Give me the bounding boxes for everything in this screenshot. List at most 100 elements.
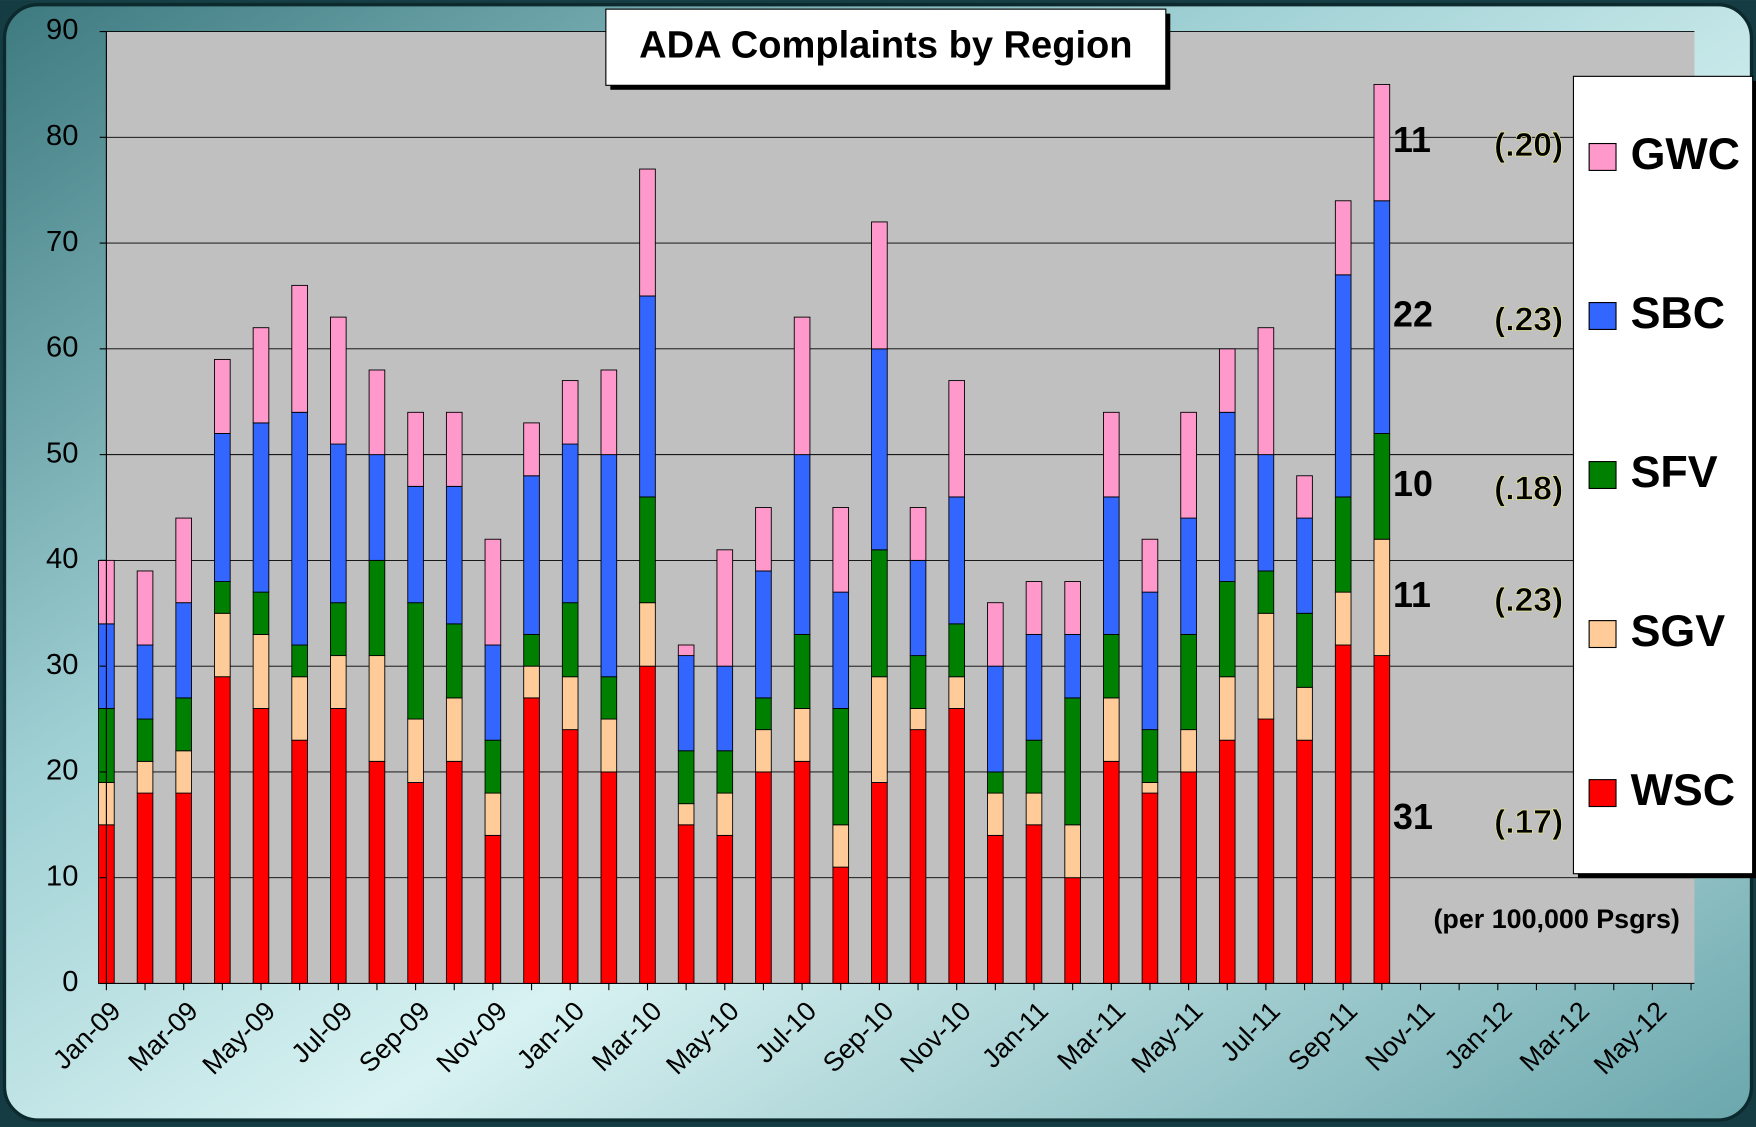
bar-segment	[909, 729, 927, 984]
bar-segment	[252, 708, 270, 984]
bar-segment	[832, 866, 850, 984]
bar-segment	[948, 676, 965, 709]
bar-segment	[1025, 581, 1043, 635]
legend-label: WSC	[1631, 765, 1735, 815]
bar-segment	[561, 729, 579, 984]
bar-segment	[175, 792, 192, 984]
bar-segment	[600, 676, 618, 720]
data-label: 11	[1393, 575, 1431, 615]
bar-segment	[368, 655, 386, 762]
bar-segment	[871, 348, 888, 551]
bar-segment	[368, 760, 386, 984]
bar-segment	[987, 834, 1004, 984]
chart-title: ADA Complaints by Region	[639, 24, 1132, 66]
bar-segment	[755, 570, 772, 699]
bar-segment	[561, 676, 579, 731]
bar-segment	[987, 792, 1004, 836]
rate-label: (.23)	[1494, 582, 1563, 619]
bar-segment	[368, 369, 386, 456]
bar-segment	[1103, 411, 1120, 498]
bar-segment	[252, 422, 270, 593]
bar-segment	[793, 708, 811, 762]
bar-segment	[1218, 348, 1236, 413]
bar-segment	[600, 369, 618, 456]
data-label: 10	[1393, 464, 1433, 504]
bar-segment	[407, 602, 424, 720]
bar-segment	[407, 411, 424, 487]
bar-segment	[639, 496, 656, 604]
bar-segment	[755, 507, 772, 572]
y-tick-label: 20	[46, 755, 78, 787]
bar-segment	[214, 612, 231, 678]
legend-swatch	[1588, 302, 1617, 331]
bar-segment	[523, 475, 540, 635]
bar-segment	[716, 750, 734, 794]
bar-segment	[1103, 697, 1120, 762]
legend-label: SBC	[1631, 288, 1726, 338]
bar-segment	[214, 676, 231, 984]
legend-label: GWC	[1631, 129, 1740, 179]
bar-segment	[677, 824, 695, 984]
bar-segment	[1296, 475, 1313, 519]
bar-segment	[484, 792, 502, 836]
bar-segment	[1103, 760, 1120, 984]
bar-segment	[677, 655, 695, 752]
bar-segment	[1064, 877, 1081, 984]
bar-segment	[1373, 538, 1391, 657]
bar-segment	[484, 834, 502, 984]
bar-segment	[1180, 729, 1197, 773]
bar-segment	[1257, 570, 1275, 614]
bar-segment	[1025, 792, 1043, 826]
bar-segment	[330, 708, 347, 984]
bar-segment	[1064, 697, 1081, 826]
bar-segment	[1064, 581, 1081, 635]
bar-segment	[639, 602, 656, 667]
note: (per 100,000 Psgrs)	[1433, 904, 1679, 934]
bar-segment	[175, 750, 192, 794]
rate-label: (.18)	[1494, 471, 1563, 508]
bar-segment	[1218, 676, 1236, 741]
y-tick-label: 70	[46, 226, 78, 258]
bar-segment	[330, 602, 347, 657]
bar-segment	[1334, 591, 1352, 646]
bar-segment	[987, 665, 1004, 773]
bar-segment	[252, 591, 270, 635]
bar-segment	[793, 454, 811, 635]
bar-segment	[445, 623, 463, 699]
bar-segment	[1334, 200, 1352, 276]
y-tick-label: 60	[46, 332, 78, 364]
bar-segment	[600, 771, 618, 984]
bar-segment	[1141, 591, 1159, 731]
bar-segment	[484, 739, 502, 794]
bar-segment	[1218, 411, 1236, 582]
bar-segment	[987, 602, 1004, 667]
data-label: 31	[1393, 797, 1433, 837]
bar-segment	[484, 644, 502, 741]
bar-segment	[252, 327, 270, 424]
bar-segment	[909, 655, 927, 709]
bar-segment	[291, 411, 308, 646]
bar-segment	[909, 708, 927, 731]
bar-segment	[445, 485, 463, 625]
bar-segment	[1180, 411, 1197, 519]
bar-segment	[136, 760, 154, 794]
bar-segment	[291, 644, 308, 678]
bar-segment	[639, 168, 656, 297]
bar-segment	[1257, 327, 1275, 456]
legend-label: SGV	[1631, 606, 1726, 656]
bar-segment	[1180, 771, 1197, 984]
bar-segment	[291, 284, 308, 413]
bar-segment	[561, 443, 579, 604]
bar-segment	[484, 538, 502, 646]
y-tick-label: 50	[46, 437, 78, 469]
bar-segment	[1296, 517, 1313, 614]
bar-segment	[1257, 718, 1275, 984]
bar-segment	[1064, 824, 1081, 879]
bar-segment	[987, 771, 1004, 794]
title-box	[605, 8, 1167, 86]
legend-label: SFV	[1631, 447, 1718, 497]
bar-segment	[1373, 83, 1391, 202]
bar-segment	[523, 665, 540, 699]
